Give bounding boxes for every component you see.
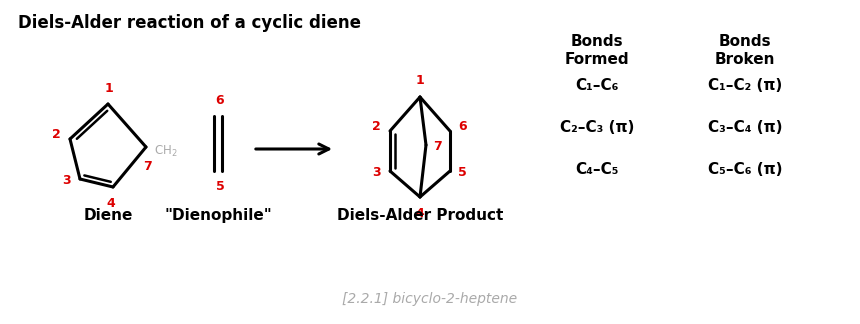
Text: 4: 4: [415, 207, 424, 220]
Text: C₁–C₂ (π): C₁–C₂ (π): [708, 78, 782, 94]
Text: Bonds
Formed: Bonds Formed: [565, 34, 630, 67]
Text: 2: 2: [372, 120, 381, 133]
Text: C₄–C₅: C₄–C₅: [575, 161, 618, 177]
Text: [2.2.1] bicyclo-2-heptene: [2.2.1] bicyclo-2-heptene: [342, 292, 518, 306]
Text: 6: 6: [216, 94, 224, 107]
Text: 1: 1: [105, 82, 114, 95]
Text: 4: 4: [107, 197, 115, 210]
Text: C₁–C₆: C₁–C₆: [575, 78, 618, 94]
Text: 2: 2: [52, 128, 61, 141]
Text: 1: 1: [415, 74, 424, 87]
Text: C₅–C₆ (π): C₅–C₆ (π): [708, 161, 783, 177]
Text: Diels-Alder Product: Diels-Alder Product: [337, 208, 503, 223]
Text: 3: 3: [63, 175, 71, 188]
Text: Diene: Diene: [83, 208, 132, 223]
Text: 7: 7: [433, 141, 442, 154]
Text: 7: 7: [144, 160, 152, 173]
Text: C₂–C₃ (π): C₂–C₃ (π): [560, 121, 634, 135]
Text: 5: 5: [216, 180, 224, 193]
Text: 5: 5: [458, 167, 467, 179]
Text: 6: 6: [458, 120, 467, 133]
Text: CH$_2$: CH$_2$: [154, 144, 178, 158]
Text: 3: 3: [372, 167, 381, 179]
Text: C₃–C₄ (π): C₃–C₄ (π): [708, 121, 783, 135]
Text: Diels-Alder reaction of a cyclic diene: Diels-Alder reaction of a cyclic diene: [18, 14, 361, 32]
Text: Bonds
Broken: Bonds Broken: [715, 34, 775, 67]
Text: "Dienophile": "Dienophile": [164, 208, 272, 223]
